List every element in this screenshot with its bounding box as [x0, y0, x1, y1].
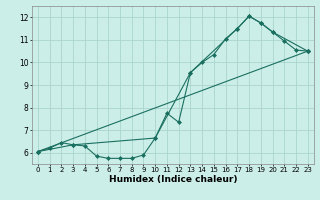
X-axis label: Humidex (Indice chaleur): Humidex (Indice chaleur)	[108, 175, 237, 184]
